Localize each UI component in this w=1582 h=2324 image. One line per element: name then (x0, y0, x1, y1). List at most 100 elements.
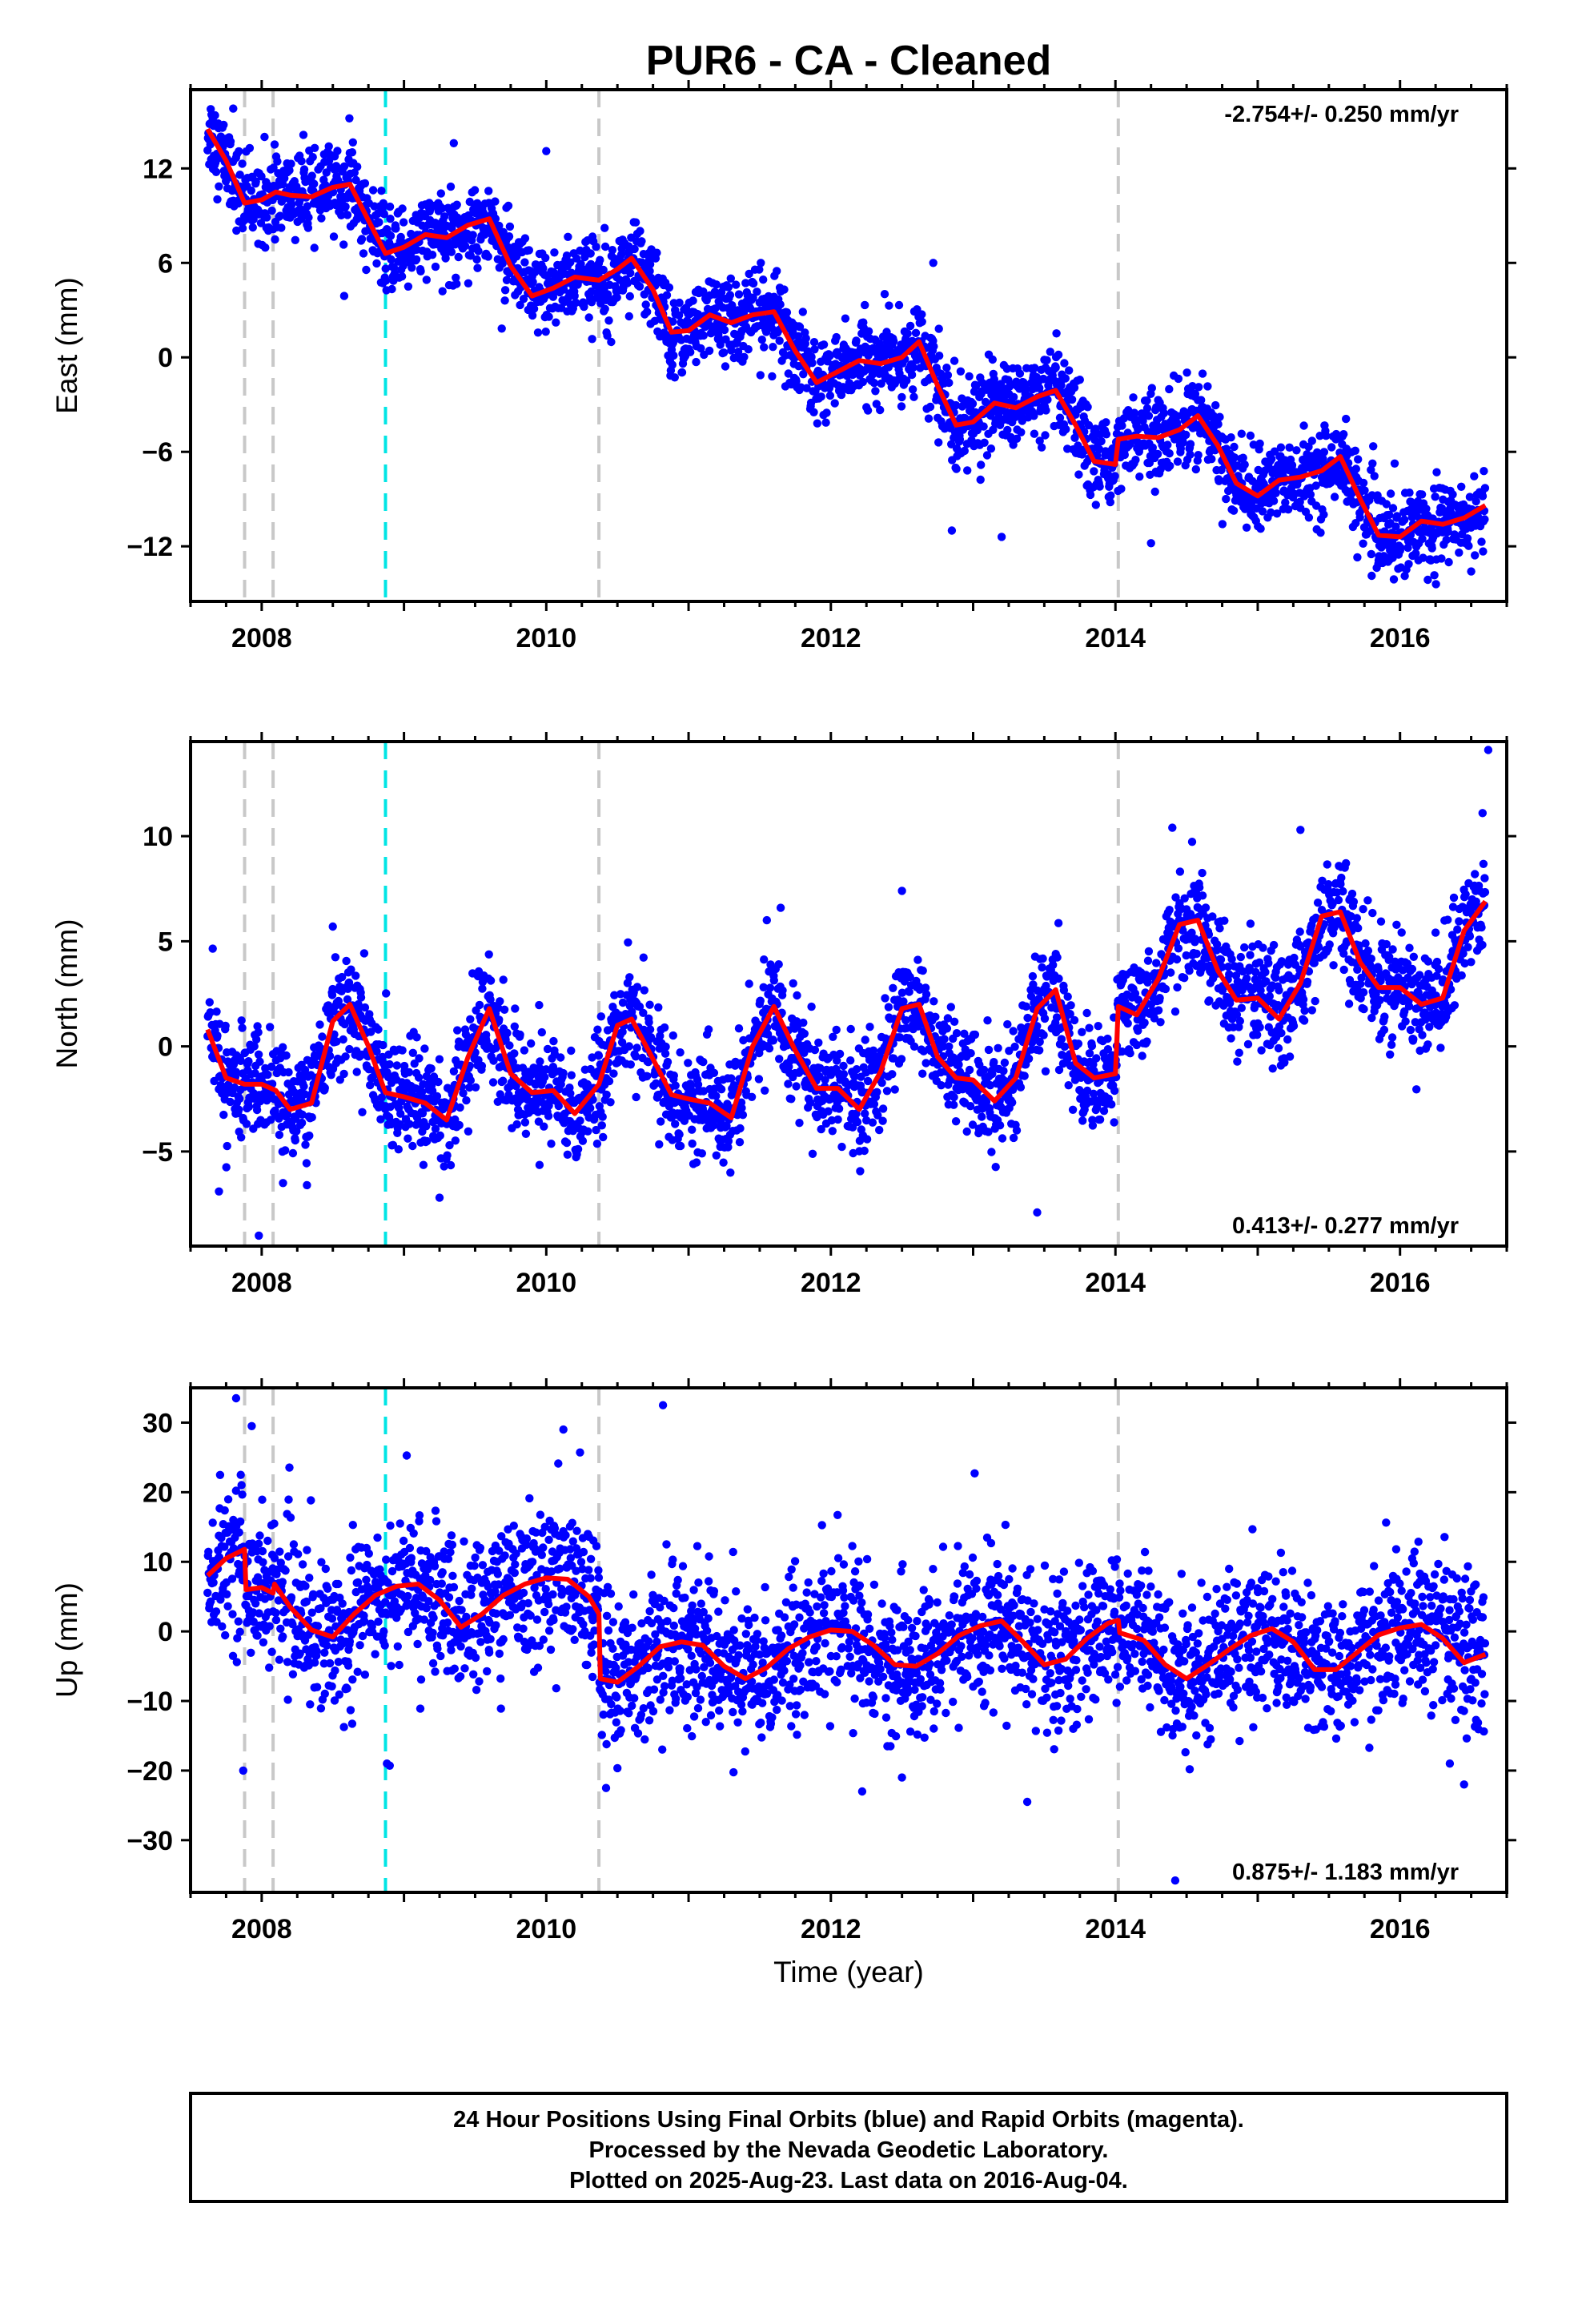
data-point (253, 1022, 262, 1031)
data-point (1147, 384, 1157, 392)
data-point (819, 340, 829, 349)
data-point (564, 232, 572, 241)
data-point (527, 1039, 536, 1048)
data-point (727, 1091, 736, 1100)
data-point (1351, 446, 1360, 455)
data-point (279, 1043, 287, 1051)
data-point (825, 391, 835, 400)
data-point (827, 1116, 837, 1125)
data-point (435, 1055, 444, 1063)
data-point (988, 355, 998, 364)
data-point (1041, 1067, 1050, 1076)
data-point (213, 1031, 222, 1040)
data-point (733, 348, 743, 356)
data-point (846, 1024, 855, 1034)
data-point (670, 373, 679, 382)
data-point (758, 314, 767, 323)
outlier-point (997, 533, 1006, 541)
data-point (357, 235, 367, 243)
data-point (897, 392, 906, 402)
data-point (510, 1049, 519, 1058)
data-point (222, 177, 231, 186)
data-point (586, 1104, 595, 1113)
data-point (386, 231, 396, 240)
data-point (908, 385, 917, 394)
data-point (588, 1053, 596, 1062)
data-point (505, 222, 515, 231)
data-point (951, 1117, 961, 1126)
data-point (372, 1047, 381, 1056)
data-point (248, 223, 257, 232)
data-point (1457, 482, 1466, 491)
data-point (297, 157, 306, 166)
data-point (307, 171, 316, 180)
data-point (1074, 470, 1083, 479)
data-point (594, 1051, 604, 1060)
data-point (624, 938, 632, 947)
data-point (877, 1078, 886, 1088)
data-point (665, 283, 674, 292)
data-point (324, 142, 333, 151)
data-point (1388, 504, 1398, 513)
data-point (793, 991, 801, 1000)
data-point (1431, 493, 1439, 501)
data-point (646, 1033, 656, 1042)
data-point (419, 1080, 428, 1089)
data-point (1359, 539, 1367, 548)
data-point (817, 392, 825, 401)
data-point (721, 362, 730, 371)
data-point (377, 1093, 386, 1102)
data-point (462, 1096, 471, 1105)
data-point (347, 148, 357, 157)
data-point (219, 120, 228, 130)
data-point (434, 1077, 443, 1087)
data-point (669, 317, 677, 326)
data-point (1035, 384, 1044, 392)
data-point (486, 976, 496, 985)
east-points (203, 104, 1490, 589)
data-point (769, 976, 778, 985)
data-point (930, 342, 938, 351)
data-point (1269, 497, 1279, 505)
data-point (1411, 549, 1420, 558)
data-point (300, 1065, 310, 1075)
data-point (861, 1109, 869, 1118)
data-point (360, 179, 370, 188)
data-point (1342, 414, 1351, 424)
data-point (709, 1121, 718, 1130)
data-point (212, 1007, 221, 1016)
data-point (592, 1125, 600, 1135)
data-point (261, 1063, 270, 1073)
data-point (937, 1081, 946, 1090)
data-point (339, 1069, 348, 1079)
data-point (973, 426, 982, 435)
data-point (865, 1023, 874, 1031)
data-point (499, 975, 508, 984)
data-point (386, 215, 395, 223)
data-point (1478, 492, 1488, 501)
data-point (869, 379, 879, 388)
data-point (640, 986, 648, 995)
data-point (528, 277, 537, 287)
data-point (677, 368, 687, 377)
data-point (635, 1002, 644, 1011)
north-points (203, 746, 1493, 1240)
data-point (508, 1058, 517, 1067)
data-point (1037, 443, 1046, 452)
data-point (921, 1059, 930, 1068)
data-point (211, 167, 221, 176)
data-point (1058, 1051, 1066, 1059)
data-point (1041, 431, 1050, 440)
data-point (1198, 369, 1207, 378)
data-point (852, 336, 861, 345)
data-point (1038, 963, 1046, 972)
data-point (271, 235, 279, 244)
data-point (755, 265, 764, 274)
data-point (1102, 430, 1111, 439)
data-point (798, 308, 807, 316)
data-point (327, 991, 337, 999)
data-point (422, 1122, 431, 1131)
data-point (1370, 472, 1379, 480)
data-point (1464, 541, 1473, 550)
